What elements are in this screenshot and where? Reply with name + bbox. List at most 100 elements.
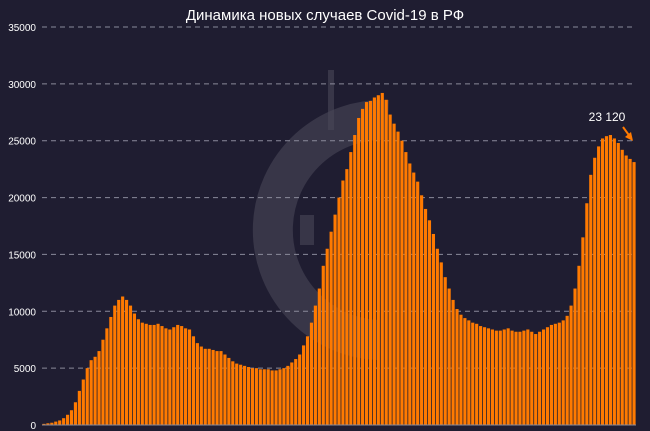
bar bbox=[608, 135, 613, 425]
bar bbox=[286, 365, 290, 425]
bar bbox=[77, 390, 81, 425]
bar bbox=[530, 331, 534, 425]
bar bbox=[262, 369, 266, 425]
bar bbox=[577, 265, 581, 425]
bar bbox=[187, 329, 192, 425]
bar bbox=[62, 418, 66, 425]
bar bbox=[392, 123, 396, 425]
bar bbox=[148, 324, 152, 425]
bar bbox=[290, 362, 294, 425]
bar bbox=[600, 138, 605, 425]
bar bbox=[152, 324, 156, 425]
bar bbox=[593, 157, 597, 425]
bar bbox=[467, 320, 471, 425]
bar bbox=[313, 305, 317, 425]
bar bbox=[396, 131, 400, 425]
bar bbox=[128, 305, 133, 425]
bar bbox=[522, 330, 526, 425]
bar bbox=[372, 97, 376, 425]
bar bbox=[471, 322, 475, 425]
bar bbox=[219, 351, 223, 425]
bar bbox=[549, 324, 553, 425]
bar bbox=[243, 365, 247, 425]
bar bbox=[541, 329, 546, 425]
bar bbox=[337, 197, 341, 425]
bar bbox=[475, 323, 479, 425]
bar bbox=[113, 305, 117, 425]
bar bbox=[561, 320, 565, 425]
bar bbox=[443, 277, 447, 425]
bar bbox=[329, 231, 333, 425]
last-value-annotation: 23 120 bbox=[589, 110, 626, 124]
bar bbox=[207, 348, 211, 425]
bar bbox=[160, 326, 164, 425]
bar bbox=[246, 367, 251, 425]
bar bbox=[81, 379, 85, 425]
bar bbox=[191, 336, 196, 425]
y-tick-label: 5000 bbox=[14, 364, 37, 375]
bar bbox=[305, 336, 310, 425]
bar bbox=[557, 322, 561, 425]
y-tick-label: 0 bbox=[30, 421, 36, 431]
bar bbox=[345, 169, 349, 425]
bar bbox=[526, 329, 530, 425]
bar bbox=[97, 351, 101, 425]
bar bbox=[254, 368, 258, 425]
y-tick-label: 10000 bbox=[8, 307, 36, 318]
bar bbox=[46, 423, 50, 425]
bar bbox=[302, 345, 306, 425]
bar bbox=[349, 152, 353, 425]
bar bbox=[258, 369, 262, 425]
bar bbox=[447, 288, 451, 425]
bar bbox=[223, 354, 227, 425]
bar bbox=[136, 319, 140, 425]
bar bbox=[176, 324, 180, 425]
bar bbox=[498, 330, 502, 425]
bar bbox=[581, 237, 585, 425]
bar bbox=[490, 329, 494, 425]
bar bbox=[518, 331, 522, 425]
bar bbox=[427, 220, 432, 425]
bar bbox=[239, 364, 243, 425]
bar bbox=[412, 172, 416, 425]
bar bbox=[195, 343, 199, 425]
bar bbox=[510, 330, 514, 425]
bar bbox=[341, 180, 345, 425]
bar bbox=[203, 348, 207, 425]
bar bbox=[250, 368, 255, 425]
bar bbox=[451, 299, 455, 425]
bar bbox=[514, 331, 518, 425]
bar bbox=[585, 203, 589, 425]
bar bbox=[482, 327, 487, 425]
bar bbox=[388, 114, 392, 425]
y-tick-label: 15000 bbox=[8, 250, 36, 261]
bar bbox=[368, 100, 373, 425]
bar bbox=[553, 323, 557, 425]
bar bbox=[93, 356, 97, 425]
bar bbox=[459, 314, 463, 425]
bar bbox=[215, 351, 219, 425]
bar bbox=[58, 420, 62, 425]
bar bbox=[85, 368, 89, 425]
bar bbox=[604, 136, 609, 426]
bars bbox=[42, 92, 636, 426]
bar bbox=[420, 195, 424, 425]
bar bbox=[416, 181, 420, 425]
bar bbox=[361, 108, 365, 426]
bar bbox=[534, 334, 538, 425]
bar bbox=[624, 155, 628, 425]
y-tick-label: 25000 bbox=[8, 137, 36, 148]
bar bbox=[211, 349, 215, 425]
bar bbox=[612, 138, 616, 425]
bar bbox=[333, 214, 337, 425]
bar bbox=[597, 146, 601, 425]
bar bbox=[479, 326, 483, 425]
bar bbox=[569, 305, 573, 425]
bar bbox=[455, 309, 459, 425]
bar bbox=[357, 117, 361, 425]
bar bbox=[439, 262, 443, 425]
bar bbox=[538, 331, 542, 425]
bar bbox=[50, 422, 54, 425]
bar bbox=[364, 102, 369, 426]
